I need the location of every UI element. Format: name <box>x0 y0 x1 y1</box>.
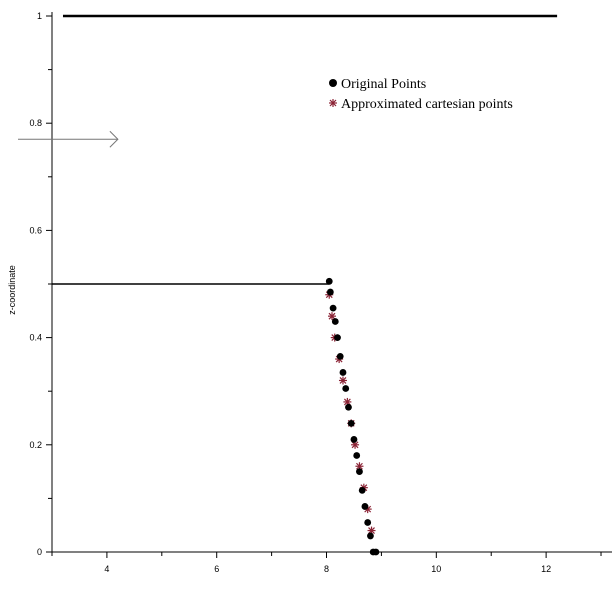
approximated-point <box>328 312 336 321</box>
approximated-point <box>351 440 360 449</box>
original-point <box>361 503 369 510</box>
x-tick-label: 4 <box>104 564 109 574</box>
y-tick-label: 0 <box>37 547 42 557</box>
y-tick-label: 0.4 <box>29 333 42 343</box>
original-point <box>372 548 380 556</box>
original-point <box>329 304 337 312</box>
y-tick-label: 0.2 <box>29 440 42 450</box>
original-point <box>358 486 366 494</box>
original-point <box>345 403 352 411</box>
x-tick-label: 6 <box>214 564 219 574</box>
y-axis-label: z-coordinate <box>7 265 17 315</box>
original-point <box>353 452 361 459</box>
x-tick-label: 12 <box>541 564 551 574</box>
legend-marker-original <box>329 79 337 87</box>
y-tick-label: 1 <box>37 11 42 21</box>
original-point <box>367 532 374 540</box>
original-point <box>336 352 344 360</box>
y-tick-label: 0.8 <box>29 118 42 128</box>
original-point <box>339 369 347 376</box>
x-tick-label: 8 <box>324 564 329 574</box>
legend-marker-approximated <box>329 99 337 107</box>
data-marks <box>325 277 380 556</box>
y-tick-label: 0.6 <box>29 225 42 235</box>
approximated-point <box>338 376 347 385</box>
approximated-point <box>343 397 352 406</box>
chart-lines <box>18 14 558 285</box>
original-point <box>364 519 372 526</box>
legend: Original Points Approximated cartesian p… <box>329 77 513 112</box>
axes <box>51 12 612 553</box>
original-point <box>326 288 334 296</box>
original-point <box>325 277 333 285</box>
original-point <box>334 334 341 341</box>
arrow-head <box>109 130 119 148</box>
original-point <box>342 385 350 392</box>
original-point <box>356 468 363 475</box>
x-tick-label: 10 <box>431 564 441 574</box>
original-point <box>347 419 355 427</box>
legend-label-approximated: Approximated cartesian points <box>341 97 513 112</box>
original-point <box>350 436 358 443</box>
original-point <box>331 318 339 325</box>
legend-label-original: Original Points <box>341 77 426 92</box>
ticks: 4 6 8 10 12 0 0.2 0.4 0.6 0.8 1 <box>29 11 602 574</box>
